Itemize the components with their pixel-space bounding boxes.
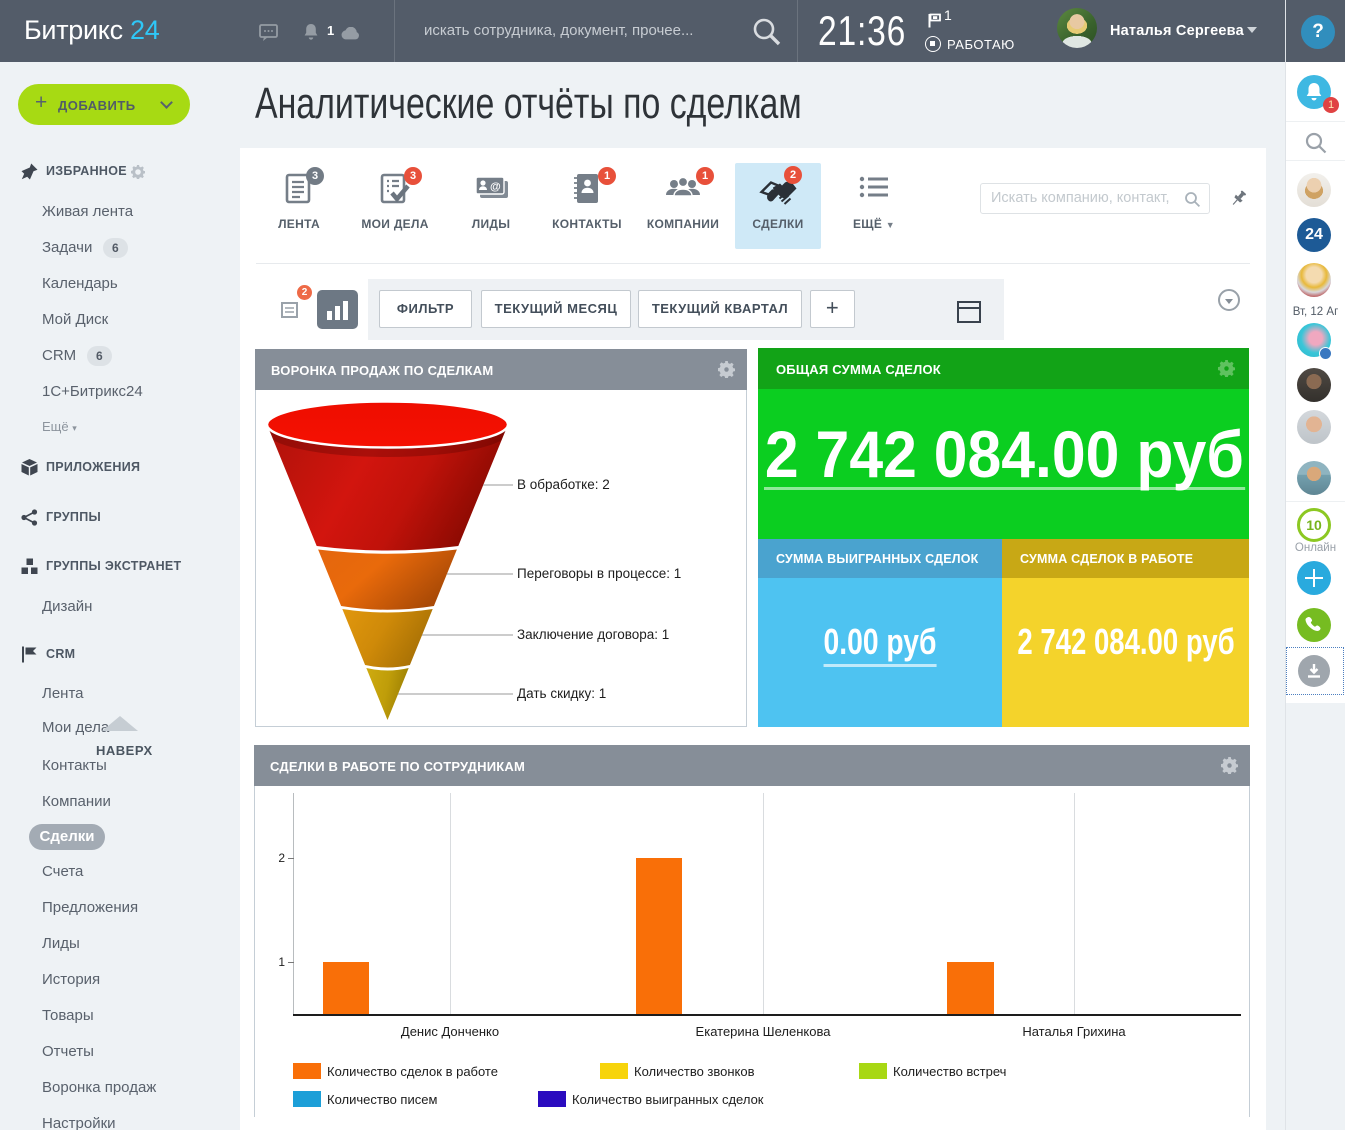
- svg-text:@: @: [490, 181, 501, 193]
